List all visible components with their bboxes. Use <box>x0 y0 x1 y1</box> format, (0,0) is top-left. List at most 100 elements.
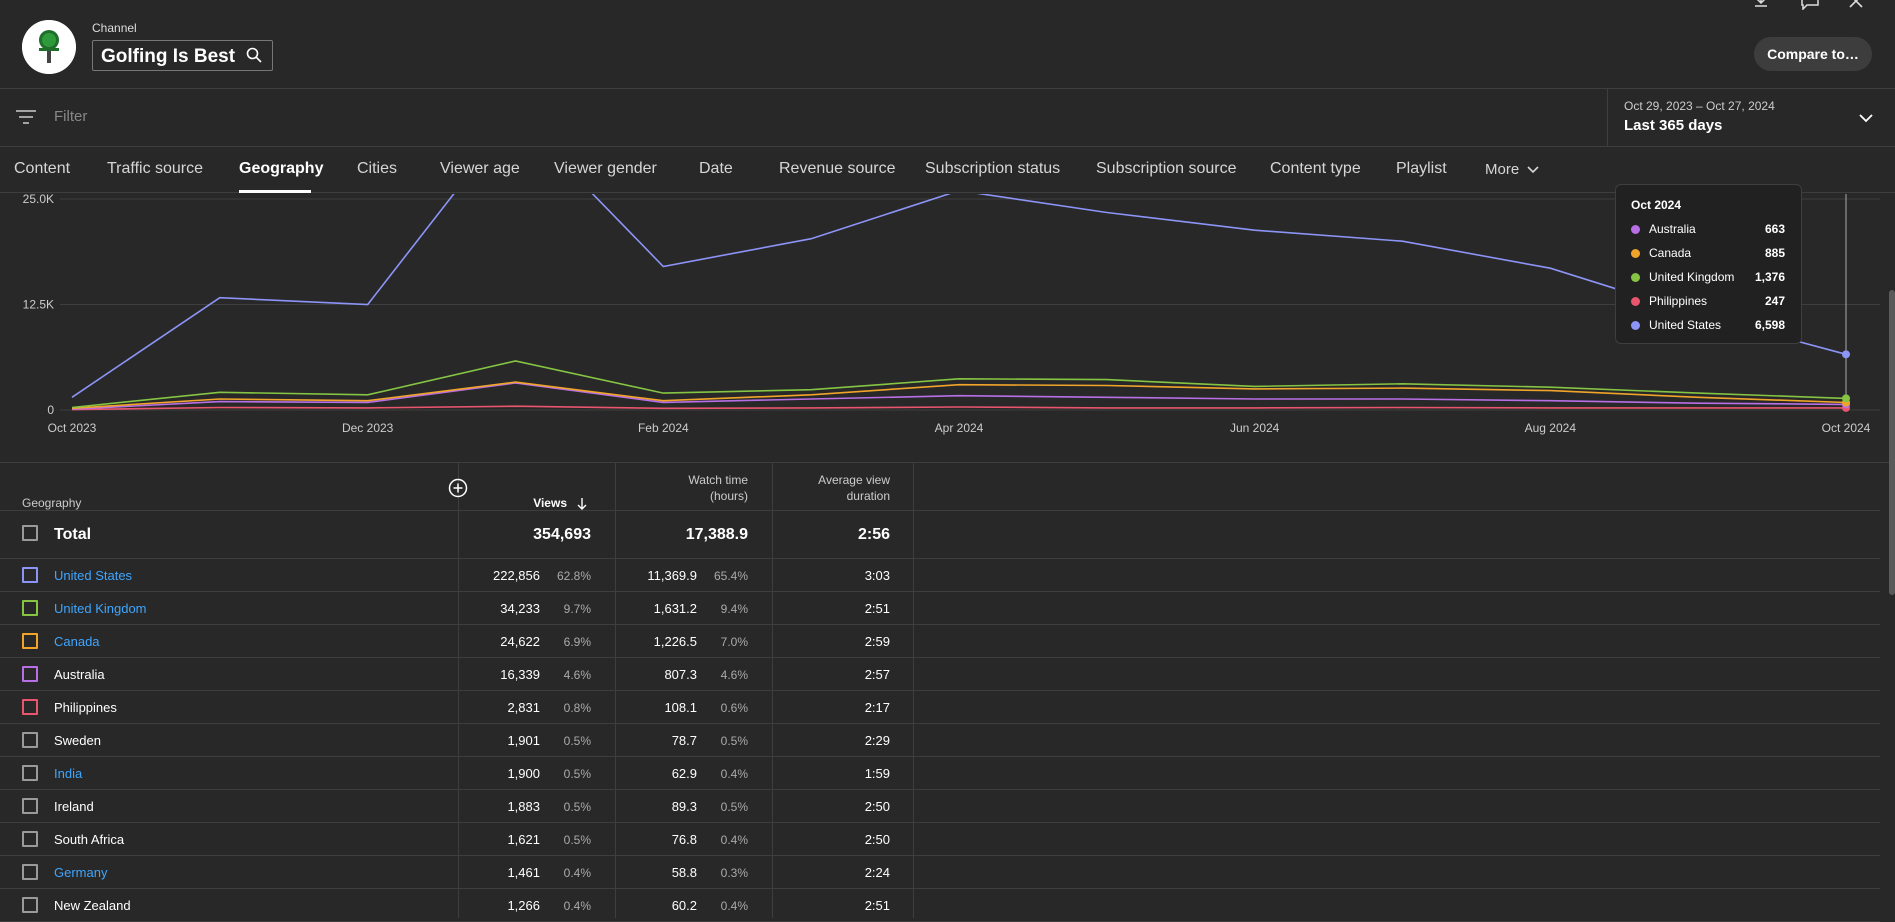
feedback-icon[interactable] <box>1801 0 1819 15</box>
x-tick-label: Apr 2024 <box>935 421 984 435</box>
tooltip-country: Canada <box>1649 246 1692 260</box>
filter-bar: Filter Oct 29, 2023 – Oct 27, 2024 Last … <box>0 89 1895 147</box>
tooltip-row: Australia 663 <box>1631 222 1791 238</box>
row-checkbox[interactable] <box>22 567 38 583</box>
download-icon[interactable] <box>1753 0 1769 15</box>
compare-button[interactable]: Compare to… <box>1754 37 1872 71</box>
tab-viewer-gender[interactable]: Viewer gender <box>554 160 657 177</box>
table-row: Australia 16,339 4.6% 807.3 4.6% 2:57 <box>0 658 1880 691</box>
tab-playlist[interactable]: Playlist <box>1396 160 1447 177</box>
row-country[interactable]: United Kingdom <box>54 601 147 616</box>
row-checkbox[interactable] <box>22 666 38 682</box>
tooltip-value: 885 <box>1764 246 1785 260</box>
add-column-icon[interactable] <box>448 478 468 503</box>
row-checkbox[interactable] <box>22 732 38 748</box>
filter-icon[interactable] <box>16 109 36 130</box>
tab-viewer-age[interactable]: Viewer age <box>440 160 520 177</box>
row-views-pct: 0.5% <box>563 734 591 748</box>
legend-dot <box>1631 297 1640 306</box>
channel-label: Channel <box>92 21 137 35</box>
row-checkbox[interactable] <box>22 798 38 814</box>
legend-dot <box>1631 249 1640 258</box>
row-checkbox[interactable] <box>22 765 38 781</box>
tab-more-label: More <box>1485 161 1520 178</box>
row-country: South Africa <box>54 832 125 847</box>
tab-more[interactable]: More <box>1485 161 1539 178</box>
tooltip-value: 247 <box>1764 294 1785 308</box>
row-watch-time: 1,631.2 <box>653 601 697 616</box>
table-row: Germany 1,461 0.4% 58.8 0.3% 2:24 <box>0 856 1880 889</box>
tab-traffic-source[interactable]: Traffic source <box>107 160 204 177</box>
series-line-united-states[interactable] <box>71 194 1847 398</box>
series-line-united-kingdom[interactable] <box>71 360 1847 409</box>
row-checkbox[interactable] <box>22 633 38 649</box>
row-checkbox[interactable] <box>22 600 38 616</box>
row-checkbox[interactable] <box>22 864 38 880</box>
tab-subscription-source[interactable]: Subscription source <box>1096 160 1237 177</box>
close-icon[interactable] <box>1849 0 1863 13</box>
header-average-view-duration[interactable]: Average view duration <box>780 472 890 504</box>
x-tick-label: Feb 2024 <box>638 421 689 435</box>
header-watch-time-line1: Watch time <box>688 473 748 487</box>
tab-content-type[interactable]: Content type <box>1270 160 1361 177</box>
x-tick-label: Aug 2024 <box>1525 421 1577 435</box>
row-views-pct: 0.4% <box>563 899 591 913</box>
tab-cities[interactable]: Cities <box>357 160 398 177</box>
row-avg-duration: 2:29 <box>864 733 890 748</box>
search-icon[interactable] <box>246 47 262 68</box>
row-avg-duration: 2:50 <box>864 832 890 847</box>
x-tick-label: Oct 2024 <box>1822 421 1871 435</box>
table-row: Philippines 2,831 0.8% 108.1 0.6% 2:17 <box>0 691 1880 724</box>
tooltip-row: Canada 885 <box>1631 246 1791 262</box>
chevron-down-icon[interactable] <box>1858 110 1874 128</box>
channel-avatar[interactable] <box>22 20 76 74</box>
row-views-pct: 0.5% <box>563 800 591 814</box>
row-country[interactable]: Germany <box>54 865 108 880</box>
row-views-pct: 4.6% <box>563 668 591 682</box>
row-country: Australia <box>54 667 105 682</box>
series-line-australia[interactable] <box>71 382 1847 410</box>
chart-area: 25.0K 12.5K 0 Oct 2023 Dec 2023 Feb 2024 Apr 2… <box>0 192 1895 462</box>
series-line-philippines[interactable] <box>71 405 1846 411</box>
row-country: Ireland <box>54 799 94 814</box>
active-tab-indicator <box>239 190 311 193</box>
tab-date[interactable]: Date <box>699 160 733 177</box>
row-views: 1,621 <box>507 832 540 847</box>
row-country[interactable]: United States <box>54 568 133 583</box>
x-tick-label: Jun 2024 <box>1230 421 1280 435</box>
row-views-pct: 9.7% <box>563 602 591 616</box>
header-geography[interactable]: Geography <box>22 496 82 510</box>
tooltip-row: United Kingdom 1,376 <box>1631 270 1791 286</box>
header-watch-time[interactable]: Watch time (hours) <box>650 472 748 504</box>
date-range-selector[interactable]: Oct 29, 2023 – Oct 27, 2024 Last 365 day… <box>1607 89 1895 147</box>
row-country[interactable]: India <box>54 766 83 781</box>
header-watch-time-line2: (hours) <box>709 489 748 503</box>
header-views[interactable]: Views <box>533 496 567 510</box>
row-watch-pct: 0.4% <box>720 899 748 913</box>
row-watch-pct: 0.4% <box>720 833 748 847</box>
scrollbar[interactable] <box>1889 290 1895 595</box>
row-watch-pct: 7.0% <box>720 635 748 649</box>
row-views: 1,900 <box>507 766 540 781</box>
total-checkbox[interactable] <box>22 525 38 541</box>
chart-tooltip: Oct 2024 Australia 663 Canada 885 United Kin… <box>1615 184 1802 344</box>
row-views: 1,461 <box>507 865 540 880</box>
row-country: Philippines <box>54 700 117 715</box>
tab-subscription-status[interactable]: Subscription status <box>925 160 1061 177</box>
row-country[interactable]: Canada <box>54 634 100 649</box>
tab-geography[interactable]: Geography <box>239 160 324 177</box>
date-range-label: Last 365 days <box>1624 117 1723 134</box>
tab-revenue-source[interactable]: Revenue source <box>779 160 896 177</box>
series-line-canada[interactable] <box>71 381 1847 410</box>
tooltip-row: Philippines 247 <box>1631 294 1791 310</box>
row-avg-duration: 2:51 <box>864 898 890 913</box>
row-checkbox[interactable] <box>22 699 38 715</box>
row-checkbox[interactable] <box>22 897 38 913</box>
tooltip-country: United States <box>1649 318 1722 332</box>
filter-input[interactable]: Filter <box>54 108 88 125</box>
channel-selector[interactable]: Golfing Is Best <box>92 40 273 71</box>
row-avg-duration: 1:59 <box>864 766 890 781</box>
y-tick-label: 25.0K <box>23 194 54 206</box>
tab-content[interactable]: Content <box>14 160 71 177</box>
row-checkbox[interactable] <box>22 831 38 847</box>
